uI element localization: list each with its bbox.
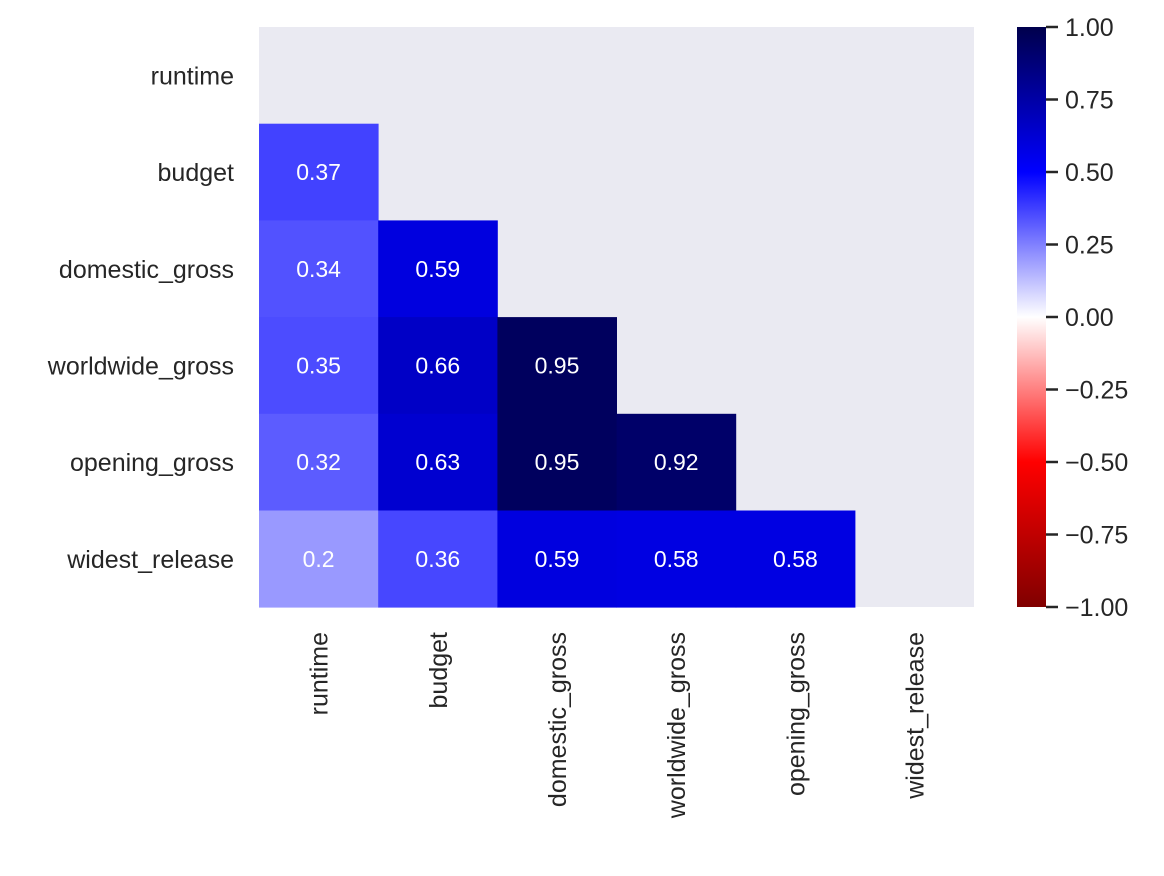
heatmap-cell-worldwide_gross-runtime	[259, 317, 379, 415]
colorbar-tick-label: −0.50	[1065, 449, 1128, 477]
cell-value-label: 0.95	[535, 449, 580, 475]
x-tick-label-domestic_gross: domestic_gross	[544, 632, 572, 807]
y-tick-label-budget: budget	[158, 159, 235, 187]
heatmap-cell-opening_gross-worldwide_gross	[616, 413, 737, 511]
heatmap-cell-domestic_gross-runtime	[259, 220, 379, 318]
cell-value-label: 0.2	[303, 546, 335, 572]
cell-value-label: 0.59	[535, 546, 580, 572]
colorbar-tick-label: −0.75	[1065, 522, 1128, 550]
x-tick-label-worldwide_gross: worldwide_gross	[663, 632, 691, 819]
heatmap-cell-worldwide_gross-domestic_gross	[497, 317, 617, 415]
heatmap-cell-widest_release-domestic_gross	[497, 510, 617, 608]
heatmap-cell-budget-runtime	[259, 123, 379, 221]
heatmap-cells	[259, 123, 856, 608]
y-tick-label-widest_release: widest_release	[66, 546, 234, 574]
colorbar-tick-label: 0.00	[1065, 304, 1114, 332]
cell-value-label: 0.34	[296, 256, 341, 282]
heatmap-cell-domestic_gross-budget	[378, 220, 498, 318]
cell-value-label: 0.58	[654, 546, 699, 572]
colorbar-tick-label: −0.25	[1065, 377, 1128, 405]
heatmap-cell-opening_gross-budget	[378, 413, 498, 511]
colorbar-tick-label: 0.25	[1065, 232, 1114, 260]
heatmap-cell-widest_release-runtime	[259, 510, 379, 608]
cell-value-label: 0.36	[415, 546, 460, 572]
x-tick-label-budget: budget	[425, 632, 453, 709]
colorbar-tick-label: −1.00	[1065, 594, 1128, 622]
x-tick-label-opening_gross: opening_gross	[782, 632, 810, 796]
heatmap-cell-opening_gross-domestic_gross	[497, 413, 617, 511]
colorbar-ticks: 1.00 0.75 0.50 0.25 0.00 −0.25 −0.50 −0.75 −1.00	[1046, 14, 1128, 622]
heatmap-cell-worldwide_gross-budget	[378, 317, 498, 415]
cell-value-label: 0.59	[415, 256, 460, 282]
heatmap-cell-widest_release-opening_gross	[735, 510, 856, 608]
x-tick-label-widest_release: widest_release	[902, 632, 930, 800]
cell-value-label: 0.63	[415, 449, 460, 475]
cell-value-label: 0.58	[773, 546, 818, 572]
colorbar	[1017, 27, 1046, 607]
colorbar-tick-label: 1.00	[1065, 14, 1114, 42]
heatmap-cell-widest_release-budget	[378, 510, 498, 608]
cell-value-label: 0.92	[654, 449, 699, 475]
heatmap-annotations: 0.37 0.34 0.59 0.35 0.66 0.95 0.32 0.63 0.95 0.92…	[296, 159, 818, 572]
heatmap-cell-opening_gross-runtime	[259, 413, 379, 511]
cell-value-label: 0.32	[296, 449, 341, 475]
x-tick-label-runtime: runtime	[306, 632, 334, 715]
heatmap-cell-widest_release-worldwide_gross	[616, 510, 737, 608]
y-tick-label-domestic_gross: domestic_gross	[59, 256, 234, 284]
cell-value-label: 0.66	[415, 352, 460, 378]
y-tick-label-runtime: runtime	[151, 62, 234, 90]
colorbar-tick-label: 0.75	[1065, 87, 1114, 115]
cell-value-label: 0.95	[535, 352, 580, 378]
y-axis-tick-labels: runtime budget domestic_gross worldwide_gro…	[47, 62, 234, 573]
x-axis-tick-labels: runtime budget domestic_gross worldwide_gro…	[306, 632, 930, 819]
cell-value-label: 0.37	[296, 159, 341, 185]
cell-value-label: 0.35	[296, 352, 341, 378]
colorbar-tick-label: 0.50	[1065, 159, 1114, 187]
y-tick-label-worldwide_gross: worldwide_gross	[47, 352, 234, 380]
y-tick-label-opening_gross: opening_gross	[70, 449, 234, 477]
